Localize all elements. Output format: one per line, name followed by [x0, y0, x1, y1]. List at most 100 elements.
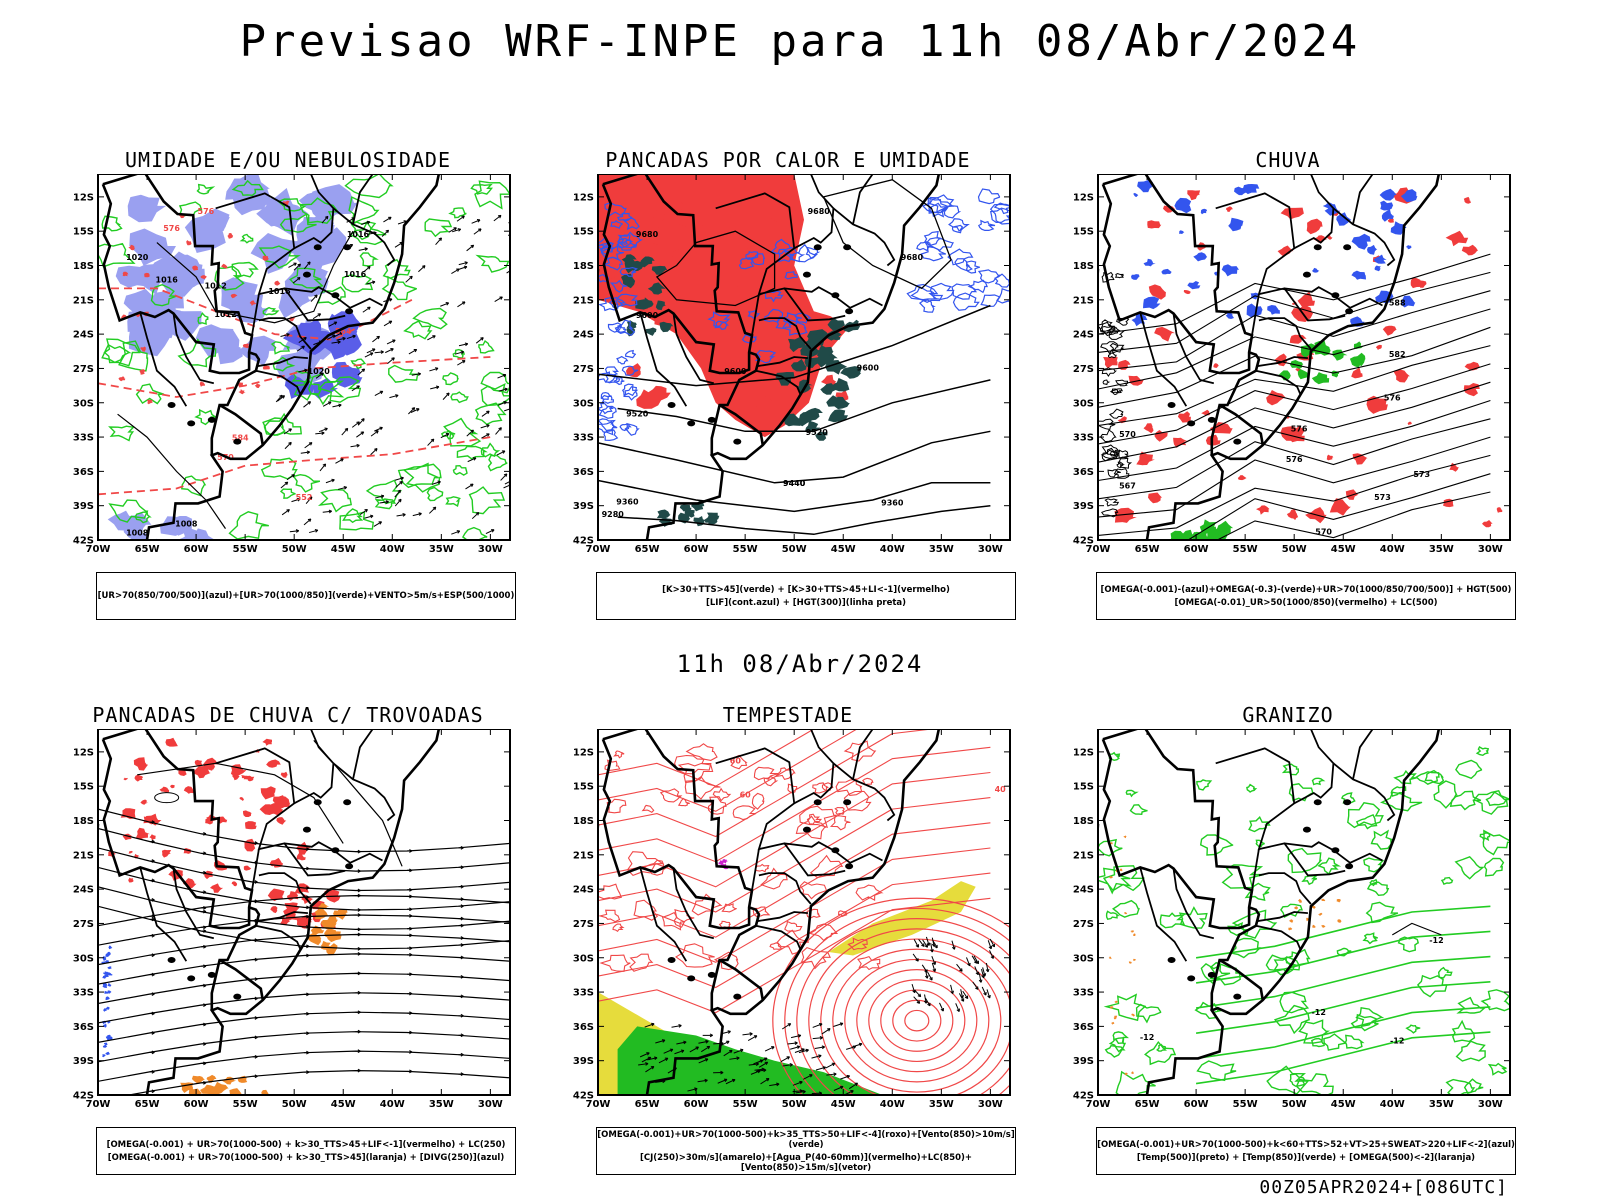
temperature-500-contour: [1392, 923, 1441, 935]
wind-vector: [418, 266, 425, 272]
lon-label: 60W: [1184, 544, 1209, 555]
temperature-850-contour: [1453, 1021, 1475, 1041]
lat-label: 15S: [573, 782, 594, 793]
lon-label: 70W: [1086, 1099, 1111, 1110]
isoline-label: 1008: [175, 519, 198, 528]
lake-mark: [208, 972, 216, 978]
lake-mark: [1345, 308, 1353, 314]
lon-label: 60W: [684, 544, 709, 555]
isoline-label: 9280: [602, 510, 625, 519]
temperature-850-contour: [1487, 792, 1507, 805]
coastal-contour: [1116, 274, 1123, 278]
lifted-index-contour: [979, 221, 995, 231]
lake-mark: [208, 417, 216, 423]
lon-label: 30W: [478, 544, 503, 555]
legend-box: [OMEGA(-0.001)+UR>70(1000-500)+k<60+TTS>…: [1096, 1127, 1516, 1175]
streamline: [98, 954, 510, 984]
omega-strong-area: [1170, 531, 1186, 545]
lake-mark: [331, 292, 339, 298]
omega-rh-area: [1144, 423, 1154, 433]
lake-mark: [1233, 439, 1241, 445]
lat-label: 36S: [573, 1022, 594, 1033]
lake-mark: [845, 308, 853, 314]
isoline-label: 576: [1286, 455, 1303, 464]
divergence-area: [108, 946, 112, 950]
isoline-label: 576: [1384, 393, 1401, 402]
lake-mark: [1168, 402, 1176, 408]
lon-label: 30W: [978, 1099, 1003, 1110]
isoline-label: 9360: [881, 499, 904, 508]
humidity-low-level-contour: [425, 219, 451, 236]
lake-mark: [345, 863, 353, 869]
temperature-850-contour: [1137, 1005, 1162, 1023]
lat-label: 21S: [73, 850, 94, 861]
temperature-850-contour: [1480, 833, 1490, 840]
lon-label: 50W: [782, 1099, 807, 1110]
temperature-850-contour: [1442, 878, 1453, 885]
panel-title: UMIDADE E/OU NEBULOSIDADE: [48, 148, 528, 172]
omega-500-mark: [1312, 925, 1316, 928]
omega-weak-area: [1143, 297, 1161, 310]
wind-vector: [428, 439, 434, 445]
lon-label: 30W: [1478, 1099, 1503, 1110]
state-border: [1216, 193, 1346, 320]
humidity-low-level-contour: [110, 426, 134, 440]
lon-label: 45W: [1331, 544, 1356, 555]
lake-mark: [345, 308, 353, 314]
legend-box: [OMEGA(-0.001)-(azul)+OMEGA(-0.3)-(verde…: [1096, 572, 1516, 620]
lat-label: 39S: [573, 1056, 594, 1067]
wind-vector: [443, 393, 449, 400]
humidity-low-level-contour: [182, 476, 205, 496]
lon-label: 45W: [831, 544, 856, 555]
isoline-label: 576: [198, 207, 215, 216]
humidity-low-level-contour: [463, 528, 487, 546]
lat-label: 15S: [73, 782, 94, 793]
omega-500-mark: [1337, 919, 1341, 923]
temperature-850-contour: [1107, 911, 1118, 919]
temperature-850-contour: [1157, 1045, 1165, 1052]
state-border: [353, 729, 392, 779]
lat-label: 27S: [73, 364, 94, 375]
lon-label: 45W: [1331, 1099, 1356, 1110]
geopotential-500-contour: [1098, 382, 1490, 462]
lat-label: 18S: [1073, 816, 1094, 827]
coastal-contour: [1110, 409, 1123, 418]
coastal-contour: [1102, 509, 1118, 517]
divergence-area: [107, 990, 111, 993]
temperature-850-contour: [1247, 785, 1256, 792]
humidity-low-level-contour: [281, 489, 296, 498]
lat-label: 24S: [1073, 330, 1094, 341]
omega-weak-area: [1222, 264, 1239, 276]
isoline-label: 552: [296, 493, 313, 502]
lon-label: 35W: [929, 1099, 954, 1110]
lon-label: 45W: [331, 544, 356, 555]
omega-500-mark: [1131, 1014, 1133, 1016]
streamline-cyclone: [881, 990, 953, 1051]
convective-area: [261, 1090, 269, 1098]
omega-weak-area: [1406, 245, 1412, 249]
lat-label: 27S: [1073, 364, 1094, 375]
precipitable-water-contour: [785, 922, 802, 932]
k-tts-area: [680, 505, 692, 512]
humidity-low-level-contour: [360, 253, 376, 266]
wind-vector: [406, 276, 413, 282]
precipitable-water-contour: [756, 865, 769, 872]
lat-label: 15S: [1073, 227, 1094, 238]
thickness-mark: [227, 233, 233, 239]
humidity-low-level-contour: [489, 455, 508, 470]
omega-weak-area: [1380, 201, 1393, 211]
temperature-850-contour: [1368, 882, 1388, 895]
isoline-label: -12: [1311, 1008, 1325, 1017]
omega-500-mark: [1123, 836, 1126, 839]
lon-label: 60W: [184, 544, 209, 555]
lat-label: 33S: [573, 988, 594, 999]
divergence-area: [103, 1024, 107, 1028]
lat-label: 12S: [1073, 747, 1094, 758]
omega-500-mark: [1124, 912, 1127, 914]
streamline-eddy: [155, 793, 179, 803]
mid-date: 11h 08/Abr/2024: [0, 650, 1600, 678]
